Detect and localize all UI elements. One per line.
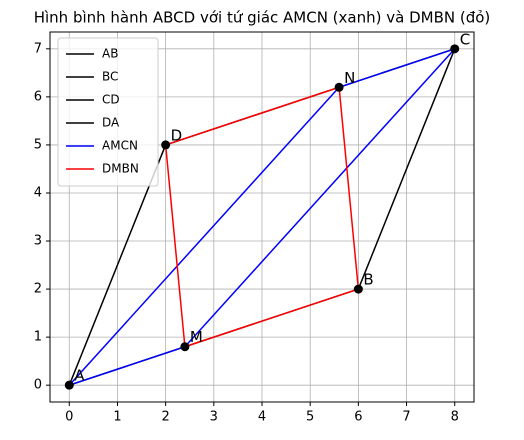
legend-label: CD bbox=[102, 93, 120, 107]
legend-label: BC bbox=[102, 70, 118, 84]
point-label: M bbox=[190, 328, 203, 346]
y-tick-label: 2 bbox=[34, 282, 42, 297]
point bbox=[64, 380, 74, 390]
point bbox=[353, 284, 363, 294]
legend: AB BC CD DA AMCN DMBN bbox=[57, 37, 159, 187]
x-tick-label: 1 bbox=[113, 410, 121, 425]
x-tick-label: 6 bbox=[354, 410, 362, 425]
y-tick-label: 1 bbox=[34, 330, 42, 345]
x-tick-label: 8 bbox=[451, 410, 459, 425]
x-tick-label: 4 bbox=[258, 410, 266, 425]
x-tick-label: 5 bbox=[306, 410, 314, 425]
point bbox=[450, 44, 460, 54]
y-tick-label: 3 bbox=[34, 234, 42, 249]
x-tick-label: 7 bbox=[402, 410, 410, 425]
legend-box bbox=[57, 37, 159, 187]
chart-title: Hình bình hành ABCD với tứ giác AMCN (xa… bbox=[34, 9, 491, 27]
legend-label: AMCN bbox=[102, 139, 138, 153]
point-label: B bbox=[363, 271, 373, 289]
legend-label: DMBN bbox=[102, 162, 139, 176]
x-tick-label: 0 bbox=[65, 410, 73, 425]
point-label: N bbox=[344, 69, 355, 87]
point-label: D bbox=[171, 126, 183, 144]
x-tick-label: 2 bbox=[161, 410, 169, 425]
y-tick-label: 7 bbox=[34, 41, 42, 56]
y-tick-label: 6 bbox=[34, 89, 42, 104]
point bbox=[180, 342, 190, 352]
axes-frame bbox=[49, 31, 475, 403]
point bbox=[161, 140, 171, 150]
y-tick-label: 0 bbox=[34, 378, 42, 393]
y-tick-label: 4 bbox=[34, 185, 42, 200]
point-label: A bbox=[74, 367, 85, 385]
point-label: C bbox=[460, 30, 470, 48]
x-tick-label: 3 bbox=[210, 410, 218, 425]
line bbox=[357, 48, 456, 290]
point bbox=[334, 82, 344, 92]
legend-label: DA bbox=[102, 116, 120, 130]
legend-label: AB bbox=[102, 47, 118, 61]
y-tick-label: 5 bbox=[34, 137, 42, 152]
